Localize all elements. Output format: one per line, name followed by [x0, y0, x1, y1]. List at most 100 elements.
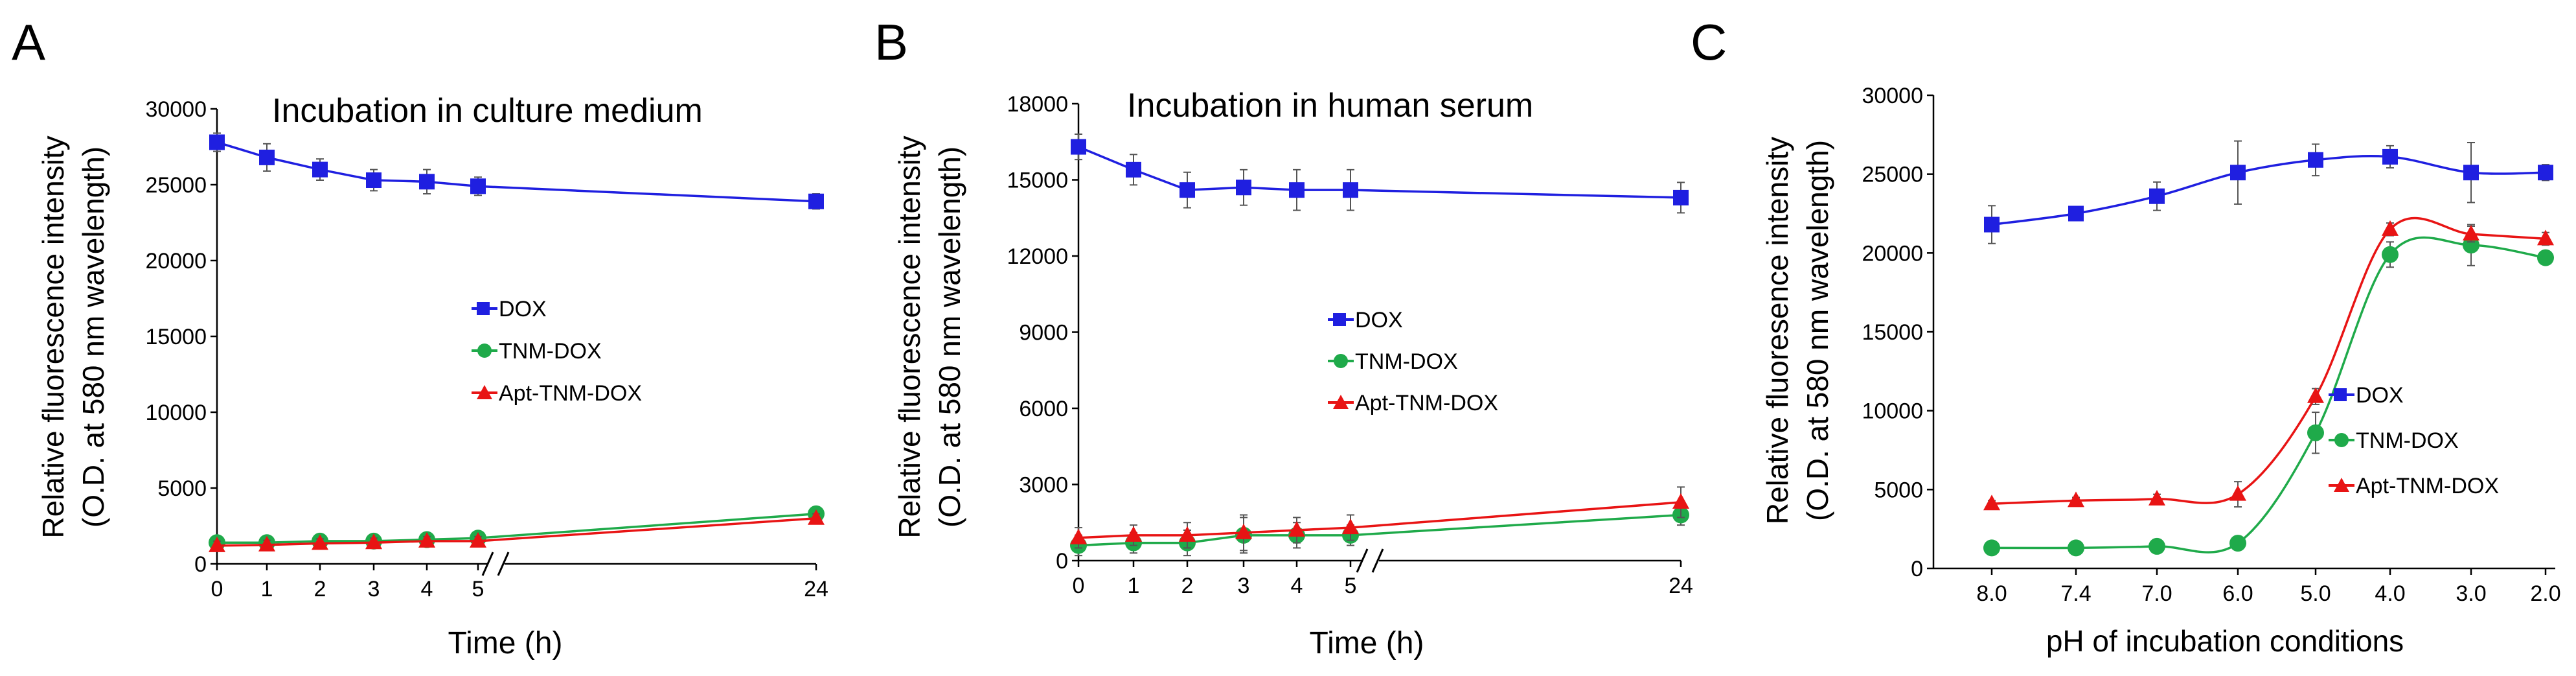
legend-marker-square [1333, 313, 1346, 326]
data-marker-square [209, 134, 225, 150]
panel-letter-b: B [874, 14, 908, 71]
y-tick-label: 25000 [145, 173, 207, 198]
legend-label: DOX [1355, 308, 1403, 332]
legend-label: TNM-DOX [2356, 428, 2459, 453]
chart-title: Incubation in human serum [1127, 87, 1533, 124]
x-axis-label: Time (h) [1310, 626, 1424, 660]
y-tick-label: 0 [194, 552, 207, 577]
legend-item: Apt-TNM-DOX [1328, 391, 1498, 415]
data-marker-triangle [1179, 526, 1196, 542]
y-axis-label-line-1: Relative fluorescence intensity [893, 135, 926, 538]
series-tnm-dox [1983, 224, 2554, 557]
data-marker-circle [2307, 424, 2324, 441]
data-marker-triangle [2229, 485, 2246, 501]
data-marker-square [2230, 165, 2246, 181]
legend-item: DOX [2329, 383, 2404, 408]
legend: DOX TNM-DOX Apt-TNM-DOX [472, 297, 642, 406]
axis-break-mark [497, 552, 510, 576]
legend-marker-triangle [2334, 478, 2349, 492]
series-line [1991, 216, 2546, 505]
x-tick-label: 1 [261, 577, 273, 601]
data-marker-triangle [2537, 229, 2554, 246]
series-apt-tnm-dox [1070, 486, 1689, 552]
y-tick-label: 25000 [1862, 163, 1923, 187]
plot-area: 0 3000 6000 9000 12000 15000 18000 0 1 2 3 4 5 24 [1007, 92, 1693, 598]
x-tick-label: 3.0 [2456, 581, 2486, 606]
legend-label: DOX [2356, 383, 2404, 408]
legend-label: TNM-DOX [499, 339, 602, 364]
y-tick-label: 12000 [1007, 244, 1068, 269]
y-tick-label: 3000 [1019, 473, 1068, 498]
y-axis-label-line-1: Relative fluorescence intensity [36, 135, 70, 538]
y-tick-label: 6000 [1019, 397, 1068, 421]
x-tick-label: 5 [1345, 574, 1357, 598]
data-marker-triangle [2382, 220, 2399, 236]
legend-item: Apt-TNM-DOX [472, 381, 642, 406]
x-tick-label: 6.0 [2222, 581, 2253, 606]
plot-area: 0 5000 10000 15000 20000 25000 30000 0 1 2 3 4 5 24 [145, 97, 828, 601]
data-marker-triangle [312, 534, 328, 550]
series-apt-tnm-dox [209, 509, 825, 552]
x-tick-label: 0 [1073, 574, 1085, 598]
panel-a: A Incubation in culture medium Relative … [12, 14, 828, 660]
data-marker-square [2149, 188, 2165, 204]
panel-letter-a: A [12, 14, 45, 71]
data-marker-square [1071, 139, 1086, 155]
data-marker-triangle [1672, 493, 1689, 509]
y-tick-label: 15000 [1862, 320, 1923, 345]
legend-item: DOX [472, 297, 547, 321]
data-marker-triangle [1983, 495, 2000, 511]
legend-label: DOX [499, 297, 547, 321]
y-tick-label: 15000 [145, 325, 207, 349]
x-tick-label: 4 [1291, 574, 1303, 598]
axis-break-mark [481, 552, 494, 576]
y-tick-label: 5000 [157, 476, 207, 501]
data-marker-square [2068, 205, 2084, 222]
legend-marker-circle [2334, 433, 2349, 447]
x-tick-label: 2 [1181, 574, 1194, 598]
data-marker-square [1126, 161, 1141, 178]
legend-marker-circle [477, 344, 492, 358]
legend-label: Apt-TNM-DOX [499, 381, 642, 406]
series-apt-tnm-dox [1983, 216, 2554, 511]
data-marker-square [259, 149, 275, 165]
data-marker-triangle [418, 531, 435, 548]
axis-break-mark [1356, 548, 1369, 573]
x-tick-label: 2.0 [2530, 581, 2560, 606]
legend-marker-triangle [1333, 395, 1349, 409]
y-tick-label: 5000 [1874, 478, 1923, 502]
legend-marker-square [477, 302, 490, 315]
x-tick-label: 7.0 [2141, 581, 2172, 606]
y-tick-label: 0 [1911, 557, 1923, 581]
x-tick-label: 5.0 [2300, 581, 2331, 606]
data-marker-circle [2229, 535, 2246, 552]
data-marker-circle [2463, 237, 2479, 254]
data-marker-circle [2382, 246, 2399, 263]
data-marker-triangle [2463, 225, 2479, 241]
series-line [1078, 513, 1681, 547]
series-line [216, 141, 817, 203]
legend-item: TNM-DOX [2329, 428, 2459, 453]
data-marker-square [1289, 182, 1305, 198]
legend-item: Apt-TNM-DOX [2329, 474, 2499, 498]
data-marker-triangle [2307, 387, 2324, 403]
series-line [1991, 236, 2546, 554]
data-marker-triangle [1125, 526, 1142, 542]
series-dox [209, 132, 824, 210]
legend-item: TNM-DOX [472, 339, 602, 364]
x-tick-label: 4 [421, 577, 433, 601]
axis-break-mark [1371, 548, 1384, 573]
y-axis-label-line-1: Relative fluoresence intensity [1761, 137, 1794, 524]
data-marker-square [1984, 216, 2000, 233]
data-marker-square [1236, 180, 1251, 196]
panel-letter-c: C [1691, 14, 1727, 71]
y-tick-label: 20000 [1862, 241, 1923, 266]
series-tnm-dox [1070, 504, 1689, 557]
y-axis-label-line-2: (O.D. at 580 nm wavelength) [933, 146, 966, 528]
legend-marker-triangle [477, 385, 492, 399]
data-marker-square [312, 161, 328, 178]
data-marker-square [1343, 182, 1358, 198]
data-marker-square [366, 172, 382, 188]
data-marker-square [2538, 165, 2553, 181]
